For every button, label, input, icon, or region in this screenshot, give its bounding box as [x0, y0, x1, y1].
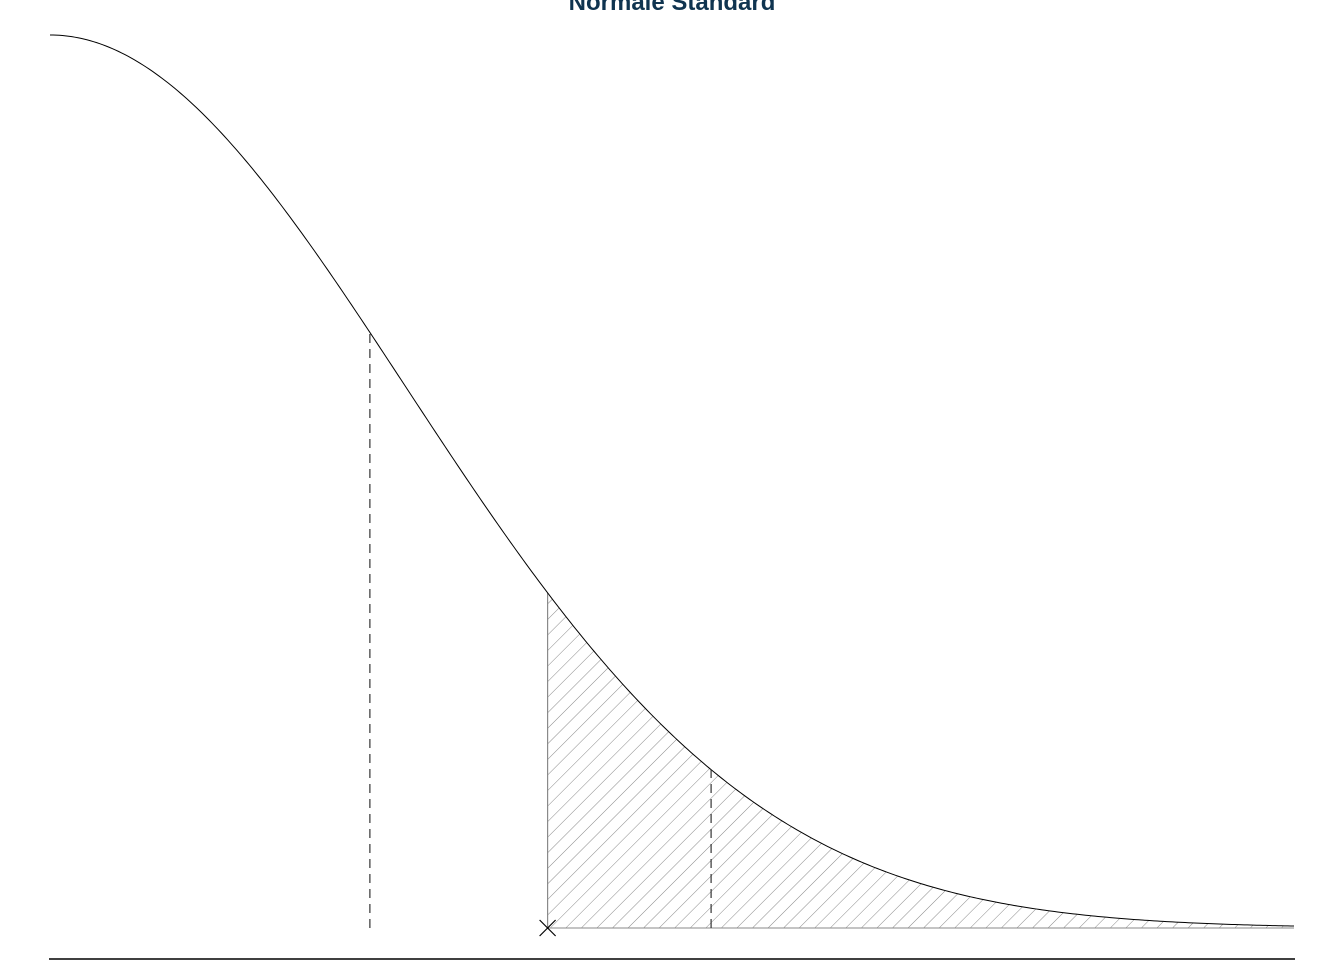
shaded-area-layer — [546, 592, 1294, 929]
curve-layer — [49, 34, 1295, 927]
reference-lines-layer — [369, 332, 712, 928]
marker-layer — [539, 919, 557, 937]
x-marker-stroke-2 — [539, 919, 557, 937]
shaded-tail-area — [547, 592, 1294, 928]
x-marker — [539, 919, 557, 937]
chart-title: Normale Standard — [569, 0, 776, 16]
density-curve — [49, 34, 1295, 927]
